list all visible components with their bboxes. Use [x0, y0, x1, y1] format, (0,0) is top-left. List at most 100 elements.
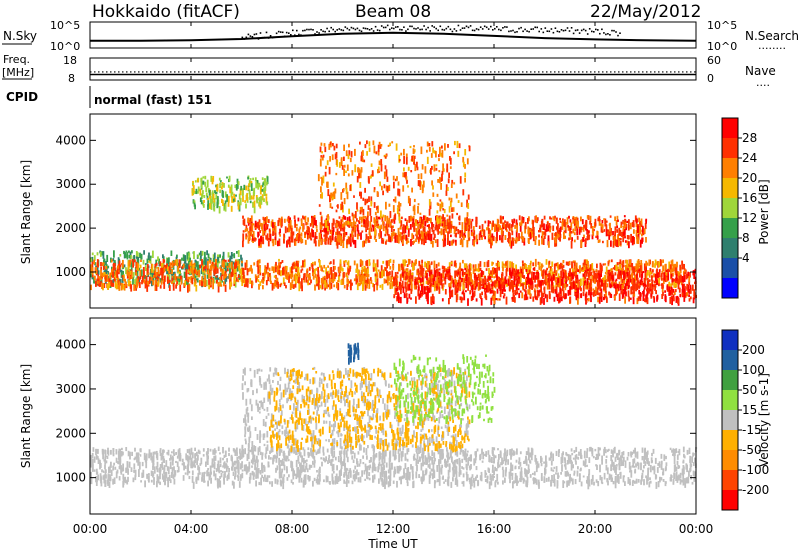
power-cell [488, 276, 490, 280]
power-cell [527, 265, 530, 273]
power-cell [666, 277, 668, 282]
power-cell [202, 176, 205, 179]
power-cell [422, 184, 424, 192]
nsearch-point [475, 28, 478, 30]
power-cell [577, 287, 580, 295]
power-cell [671, 288, 674, 296]
power-cell [306, 233, 309, 240]
power-cell [615, 266, 618, 272]
power-cell [464, 172, 467, 178]
power-cell [658, 274, 661, 277]
power-cell [264, 190, 266, 194]
power-cell [188, 283, 191, 292]
power-cell [224, 284, 227, 292]
power-cell [227, 259, 230, 262]
power-cell [537, 271, 539, 279]
power-cell [415, 238, 417, 242]
power-cell [196, 278, 199, 281]
power-cell [565, 276, 568, 282]
power-cell [229, 278, 231, 284]
power-cell [601, 224, 604, 229]
power-cell [557, 273, 560, 281]
power-cell [499, 290, 502, 298]
power-cell [526, 280, 528, 285]
power-cell [518, 236, 521, 239]
power-cell [397, 292, 399, 300]
power-cell [227, 202, 230, 207]
power-cell [540, 285, 542, 293]
power-cell [428, 280, 431, 284]
power-cell [223, 281, 225, 287]
power-cell [155, 272, 158, 277]
power-cell [448, 206, 451, 213]
power-cell [221, 262, 224, 268]
power-cell [146, 264, 149, 272]
power-cell [401, 235, 404, 240]
power-cell [523, 289, 526, 292]
nsearch-point [393, 27, 395, 30]
power-cell [308, 266, 311, 271]
power-cell [536, 272, 538, 280]
power-cell [108, 278, 111, 284]
power-cell [643, 289, 645, 297]
power-cell [240, 254, 242, 260]
nsearch-point [524, 28, 526, 31]
power-cell [538, 234, 540, 238]
power-cell [170, 250, 173, 256]
nsearch-point [538, 30, 540, 33]
power-cell [552, 225, 555, 231]
power-cell [649, 288, 652, 292]
power-cell [411, 187, 413, 193]
power-cell [587, 260, 589, 267]
power-cell [515, 275, 518, 280]
power-cell [656, 296, 658, 302]
power-cell [210, 175, 213, 182]
velocity-cell [239, 452, 242, 461]
power-cell [122, 283, 125, 290]
power-cell [342, 215, 345, 220]
velocity-cell [396, 465, 399, 474]
power-cell [468, 268, 471, 276]
power-cell [575, 278, 577, 281]
power-cell [417, 203, 420, 206]
power-cell [478, 225, 481, 229]
power-cell [587, 231, 589, 239]
power-cell [261, 223, 264, 232]
power-cell [562, 290, 565, 299]
power-cell [484, 236, 486, 240]
power-cell [178, 271, 181, 274]
velocity-cell [510, 454, 512, 460]
power-cell [338, 275, 340, 283]
power-cell [546, 267, 548, 271]
nsearch-point [342, 29, 345, 32]
power-cell [103, 272, 105, 277]
power-cell [234, 197, 236, 202]
power-cell [576, 277, 579, 284]
power-cell [153, 271, 156, 278]
power-cell [296, 261, 299, 264]
power-cell [471, 279, 474, 285]
power-cell [434, 226, 437, 231]
power-cell [626, 271, 629, 277]
power-colorbar-segment [722, 218, 738, 239]
power-cell [485, 284, 488, 293]
power-cell [324, 146, 327, 153]
power-cell [610, 275, 613, 280]
nsearch-point [243, 38, 246, 40]
power-cell [412, 155, 415, 162]
power-cell [443, 266, 446, 273]
power-cell [266, 262, 269, 268]
power-cell [317, 281, 320, 288]
power-cell [209, 278, 212, 286]
power-cell [298, 234, 301, 242]
power-cell [194, 259, 197, 263]
nsearch-point [427, 26, 429, 29]
power-cell [231, 269, 234, 277]
power-cell [182, 263, 185, 268]
freq-ytick-bottom: 8 [68, 72, 75, 85]
power-cell [331, 229, 334, 236]
power-cell [240, 257, 243, 263]
nsearch-point [318, 32, 320, 34]
power-cell [479, 273, 482, 279]
power-cell [449, 296, 451, 299]
